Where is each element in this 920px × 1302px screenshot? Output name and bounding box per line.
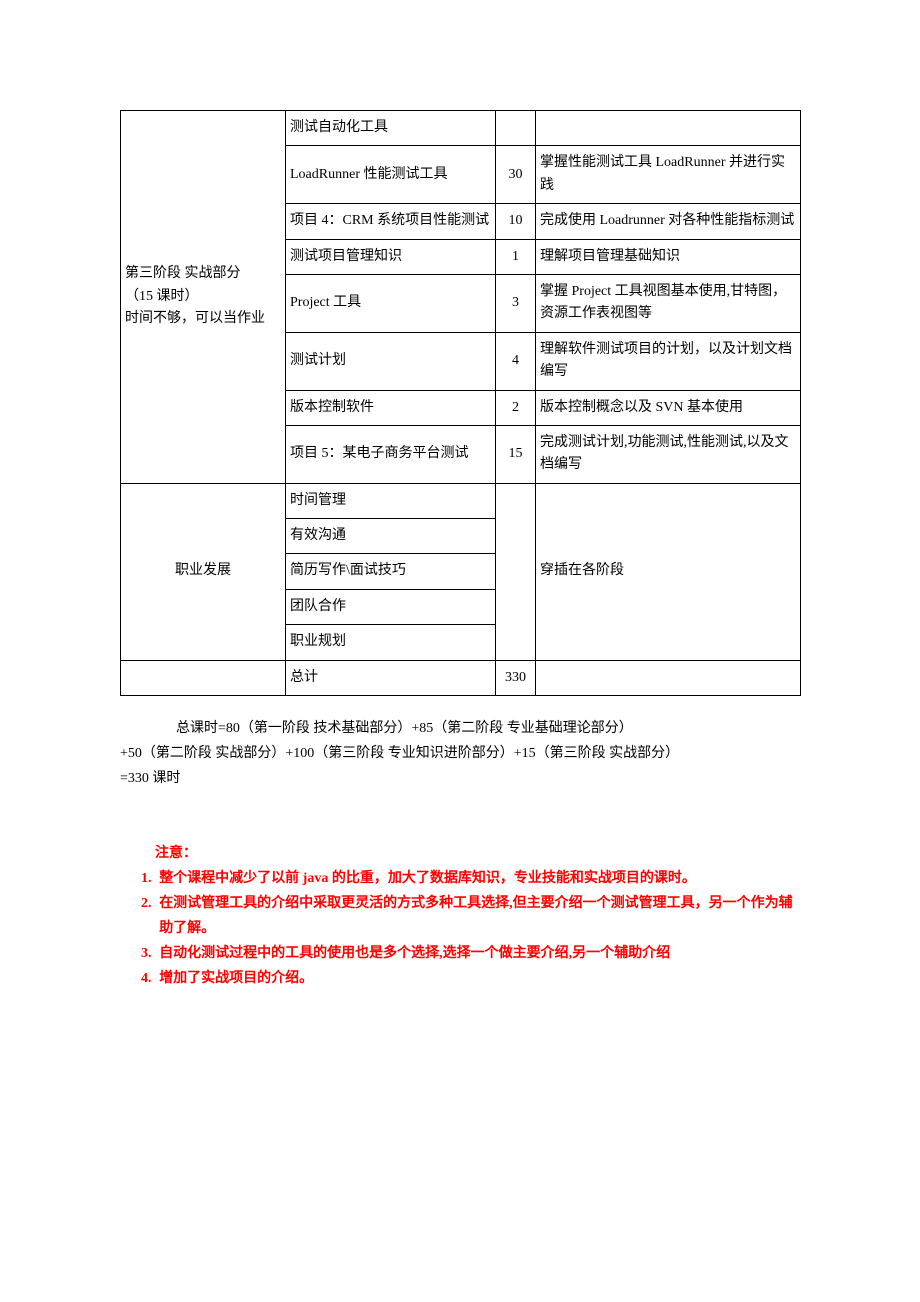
notes-list: 整个课程中减少了以前 java 的比重，加大了数据库知识，专业技能和实战项目的课… (120, 866, 800, 992)
cell-desc: 完成测试计划,功能测试,性能测试,以及文档编写 (536, 425, 801, 483)
cell-hours: 30 (496, 146, 536, 204)
cell-topic: 测试计划 (286, 332, 496, 390)
stage-cell: 第三阶段 实战部分（15 课时）时间不够，可以当作业 (121, 111, 286, 484)
cell-desc: 完成使用 Loadrunner 对各种性能指标测试 (536, 204, 801, 239)
summary-block: 总课时=80（第一阶段 技术基础部分）+85（第二阶段 专业基础理论部分） +5… (120, 716, 800, 792)
cell-hours: 3 (496, 274, 536, 332)
cell-desc: 版本控制概念以及 SVN 基本使用 (536, 390, 801, 425)
cell-hours (496, 483, 536, 660)
cell-topic: 项目 4：CRM 系统项目性能测试 (286, 204, 496, 239)
cell-topic: 测试项目管理知识 (286, 239, 496, 274)
cell-topic: 版本控制软件 (286, 390, 496, 425)
cell-empty (121, 660, 286, 695)
cell-hours: 15 (496, 425, 536, 483)
cell-empty (536, 660, 801, 695)
cell-total-value: 330 (496, 660, 536, 695)
note-item: 增加了实战项目的介绍。 (155, 966, 800, 991)
cell-desc: 理解软件测试项目的计划，以及计划文档编写 (536, 332, 801, 390)
career-cell: 职业发展 (121, 483, 286, 660)
cell-topic: 有效沟通 (286, 519, 496, 554)
note-item: 在测试管理工具的介绍中采取更灵活的方式多种工具选择,但主要介绍一个测试管理工具，… (155, 891, 800, 941)
cell-topic: 时间管理 (286, 483, 496, 518)
cell-hours: 10 (496, 204, 536, 239)
cell-topic: 简历写作\面试技巧 (286, 554, 496, 589)
table-row-total: 总计 330 (121, 660, 801, 695)
cell-hours: 1 (496, 239, 536, 274)
attention-heading: 注意： (155, 842, 800, 862)
cell-desc: 理解项目管理基础知识 (536, 239, 801, 274)
cell-hours: 2 (496, 390, 536, 425)
cell-topic: 测试自动化工具 (286, 111, 496, 146)
cell-topic: 项目 5：某电子商务平台测试 (286, 425, 496, 483)
cell-topic: Project 工具 (286, 274, 496, 332)
cell-topic: LoadRunner 性能测试工具 (286, 146, 496, 204)
note-item: 自动化测试过程中的工具的使用也是多个选择,选择一个做主要介绍,另一个辅助介绍 (155, 941, 800, 966)
cell-desc: 掌握性能测试工具 LoadRunner 并进行实践 (536, 146, 801, 204)
summary-line: =330 课时 (120, 766, 800, 791)
cell-desc: 掌握 Project 工具视图基本使用,甘特图，资源工作表视图等 (536, 274, 801, 332)
cell-desc: 穿插在各阶段 (536, 483, 801, 660)
cell-topic: 职业规划 (286, 625, 496, 660)
cell-hours (496, 111, 536, 146)
cell-desc (536, 111, 801, 146)
summary-line: +50（第二阶段 实战部分）+100（第三阶段 专业知识进阶部分）+15（第三阶… (120, 741, 800, 766)
cell-total-label: 总计 (286, 660, 496, 695)
note-item: 整个课程中减少了以前 java 的比重，加大了数据库知识，专业技能和实战项目的课… (155, 866, 800, 891)
table-row: 第三阶段 实战部分（15 课时）时间不够，可以当作业 测试自动化工具 (121, 111, 801, 146)
cell-hours: 4 (496, 332, 536, 390)
cell-topic: 团队合作 (286, 589, 496, 624)
course-table: 第三阶段 实战部分（15 课时）时间不够，可以当作业 测试自动化工具 LoadR… (120, 110, 801, 696)
summary-line: 总课时=80（第一阶段 技术基础部分）+85（第二阶段 专业基础理论部分） (120, 716, 800, 741)
table-row: 职业发展 时间管理 穿插在各阶段 (121, 483, 801, 518)
